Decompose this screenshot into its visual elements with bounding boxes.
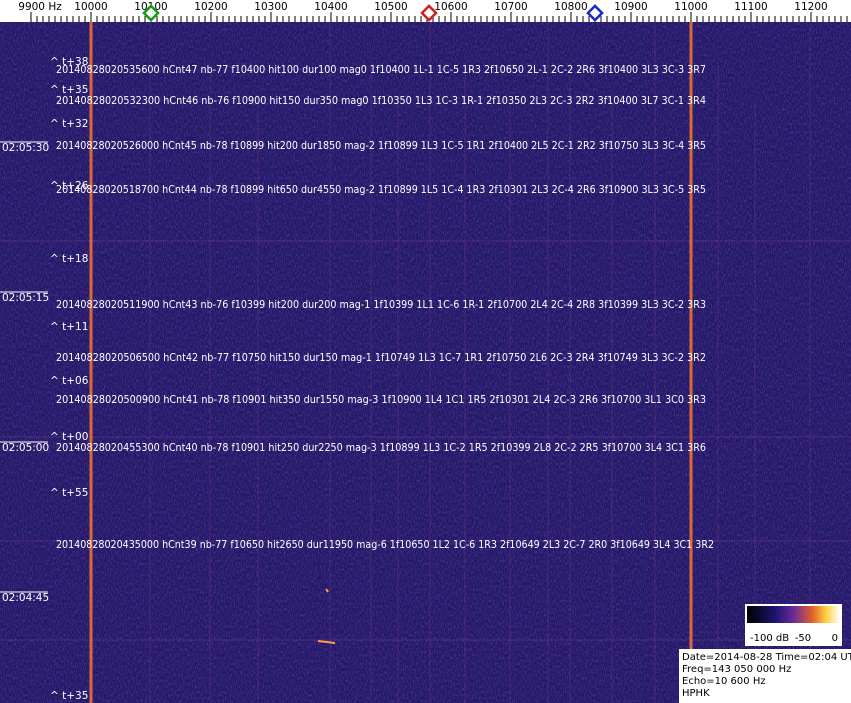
frequency-label: 11000 <box>674 1 707 13</box>
overlay-labels: 02:05:30 02:05:15 02:05:00 02:04:45 ^ t+38 ^ … <box>0 56 714 702</box>
log-line: 20140828020500900 hCnt41 nb-78 f10901 hi… <box>56 394 706 406</box>
info-line: Echo=10 600 Hz <box>682 676 766 687</box>
info-line: HPHK <box>682 688 710 699</box>
info-line: Freq=143 050 000 Hz <box>682 664 791 675</box>
event-marker: ^ t+32 <box>50 118 88 130</box>
log-line: 20140828020511900 hCnt43 nb-76 f10399 hi… <box>56 299 706 311</box>
log-line: 20140828020506500 hCnt42 nb-77 f10750 hi… <box>56 352 706 364</box>
frequency-label: 11200 <box>794 1 827 13</box>
event-marker: ^ t+35 <box>50 690 88 702</box>
frequency-label: 10600 <box>434 1 467 13</box>
time-label: 02:05:30 <box>2 142 49 154</box>
frequency-marker <box>420 4 438 22</box>
frequency-label: 10900 <box>614 1 647 13</box>
frequency-label: 10200 <box>194 1 227 13</box>
echo <box>317 640 336 644</box>
noise <box>0 22 851 703</box>
frequency-label: 10500 <box>374 1 407 13</box>
frequency-label: 10400 <box>314 1 347 13</box>
log-line: 20140828020532300 hCnt46 nb-76 f10900 hi… <box>56 95 706 107</box>
echo <box>325 588 329 593</box>
log-line: 20140828020526000 hCnt45 nb-78 f10899 hi… <box>56 140 706 152</box>
time-label: 02:05:00 <box>2 442 49 454</box>
log-line: 20140828020535600 hCnt47 nb-77 f10400 hi… <box>56 64 706 76</box>
event-marker: ^ t+35 <box>50 84 88 96</box>
event-marker: ^ t+55 <box>50 487 88 499</box>
info-line: Date=2014-08-28 Time=02:04 UTC <box>682 652 851 663</box>
event-marker: ^ t+11 <box>50 321 88 333</box>
colorbar-label: 0 <box>832 633 838 644</box>
frequency-marker <box>142 4 160 22</box>
log-line: 20140828020518700 hCnt44 nb-78 f10899 hi… <box>56 184 706 196</box>
event-marker: ^ t+18 <box>50 253 88 265</box>
time-label: 02:05:15 <box>2 292 49 304</box>
colorbar-label: -100 dB <box>750 633 789 644</box>
log-line: 20140828020455300 hCnt40 nb-78 f10901 hi… <box>56 442 706 454</box>
event-marker: ^ t+26 <box>50 180 89 192</box>
frequency-label: 11100 <box>734 1 767 13</box>
info-box <box>679 649 851 703</box>
colorbar-gradient <box>747 606 840 623</box>
signal-lines <box>0 22 851 703</box>
event-marker: ^ t+38 <box>50 56 88 68</box>
frequency-label: 10700 <box>494 1 527 13</box>
event-marker: ^ t+06 <box>50 375 89 387</box>
log-line: 20140828020435000 hCnt39 nb-77 f10650 hi… <box>56 539 714 551</box>
time-label: 02:04:45 <box>2 592 49 604</box>
frequency-marker <box>586 4 604 22</box>
frequency-label: 10300 <box>254 1 287 13</box>
colorbar-label: -50 <box>795 633 811 644</box>
frequency-label: 10800 <box>554 1 587 13</box>
frequency-axis: 9900 Hz100001010010200103001040010500106… <box>0 0 851 22</box>
frequency-label: 10000 <box>74 1 107 13</box>
event-marker: ^ t+00 <box>50 431 88 443</box>
frequency-label: 9900 Hz <box>18 1 62 13</box>
colorbar <box>745 604 842 646</box>
